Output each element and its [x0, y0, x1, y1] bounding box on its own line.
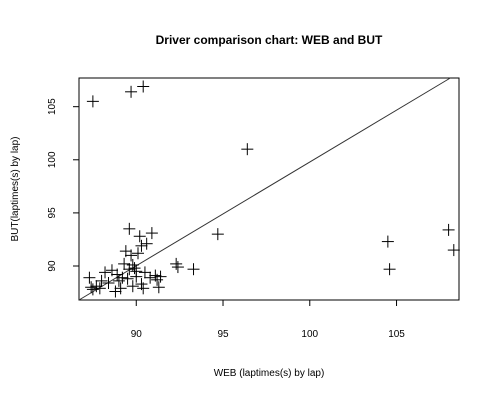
y-tick-label: 105 [47, 98, 58, 115]
data-point [109, 285, 122, 298]
x-axis-label: WEB (laptimes(s) by lap) [214, 368, 325, 379]
data-point [138, 266, 151, 279]
data-point [102, 277, 115, 290]
data-point [95, 274, 108, 287]
data-point [86, 95, 99, 108]
data-point [145, 227, 158, 240]
data-point [116, 271, 129, 284]
data-point [125, 85, 138, 98]
data-point [447, 244, 460, 257]
data-point [241, 143, 254, 156]
data-point [112, 274, 125, 287]
data-point [151, 273, 164, 286]
data-point [133, 230, 146, 243]
data-point [126, 280, 139, 293]
y-tick-label: 100 [47, 151, 58, 168]
data-point [111, 268, 124, 281]
data-points [83, 80, 460, 298]
y-axis: 90 95 100 105 [47, 98, 79, 272]
data-point [135, 239, 148, 252]
data-point [123, 263, 136, 276]
data-point [83, 271, 96, 284]
data-point [86, 283, 99, 296]
data-point [125, 249, 138, 262]
x-tick-label: 105 [388, 329, 405, 340]
data-point [121, 272, 134, 285]
data-point [137, 282, 150, 295]
plot-frame [78, 77, 460, 301]
data-point [128, 262, 141, 275]
data-point [381, 235, 394, 248]
plot-area [78, 77, 460, 301]
data-point [383, 263, 396, 276]
x-axis: 90 95 100 105 [131, 300, 405, 340]
data-point [442, 223, 455, 236]
data-point [152, 281, 165, 294]
y-tick-label: 90 [47, 260, 58, 272]
reference-line [78, 77, 451, 301]
data-point [93, 282, 106, 295]
data-point [140, 237, 153, 250]
y-axis-label: BUT(laptimes(s) by lap) [10, 136, 21, 241]
data-point [85, 281, 98, 294]
data-point [118, 257, 131, 270]
data-point [170, 257, 183, 270]
x-tick-label: 90 [131, 329, 143, 340]
data-point [211, 228, 224, 241]
data-point [154, 270, 167, 283]
data-point [187, 263, 200, 276]
data-point [123, 222, 136, 235]
data-point [114, 282, 127, 295]
data-point [144, 271, 157, 284]
data-point [90, 280, 103, 293]
data-point [171, 261, 184, 274]
x-tick-label: 100 [301, 329, 318, 340]
data-point [130, 270, 143, 283]
data-point [137, 80, 150, 93]
x-tick-label: 95 [217, 329, 229, 340]
y-tick-label: 95 [47, 207, 58, 219]
data-point [99, 266, 112, 279]
data-point [131, 247, 144, 260]
chart-title: Driver comparison chart: WEB and BUT [156, 33, 383, 47]
